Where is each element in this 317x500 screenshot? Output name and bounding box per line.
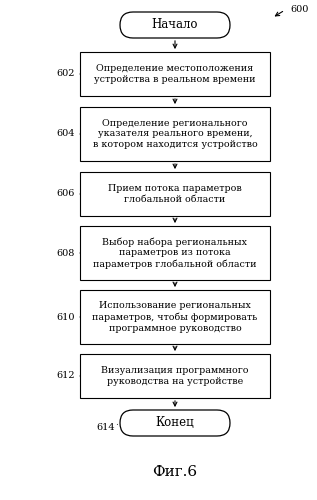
- FancyBboxPatch shape: [120, 410, 230, 436]
- Text: Использование региональных
параметров, чтобы формировать
программное руководство: Использование региональных параметров, ч…: [92, 302, 258, 332]
- Text: 602: 602: [56, 70, 75, 78]
- Text: 614: 614: [96, 422, 115, 432]
- Text: Фиг.6: Фиг.6: [152, 465, 197, 479]
- Text: Определение регионального
указателя реального времени,
в котором находится устро: Определение регионального указателя реал…: [93, 118, 257, 149]
- Text: 610: 610: [56, 312, 75, 322]
- Bar: [80, 52, 270, 96]
- Text: 606: 606: [57, 190, 75, 198]
- Text: Выбор набора региональных
параметров из потока
параметров глобальной области: Выбор набора региональных параметров из …: [93, 237, 257, 269]
- Text: 600: 600: [290, 4, 308, 14]
- Bar: [80, 354, 270, 398]
- Text: 604: 604: [56, 130, 75, 138]
- Text: 608: 608: [57, 248, 75, 258]
- Text: Прием потока параметров
глобальной области: Прием потока параметров глобальной облас…: [108, 184, 242, 204]
- Text: Конец: Конец: [156, 416, 194, 430]
- Bar: [80, 107, 270, 161]
- Bar: [80, 226, 270, 280]
- Text: Определение местоположения
устройства в реальном времени: Определение местоположения устройства в …: [94, 64, 256, 84]
- Text: 612: 612: [56, 372, 75, 380]
- Bar: [80, 290, 270, 344]
- Text: Начало: Начало: [152, 18, 198, 32]
- FancyBboxPatch shape: [120, 12, 230, 38]
- Bar: [80, 172, 270, 216]
- Text: Визуализация программного
руководства на устройстве: Визуализация программного руководства на…: [101, 366, 249, 386]
